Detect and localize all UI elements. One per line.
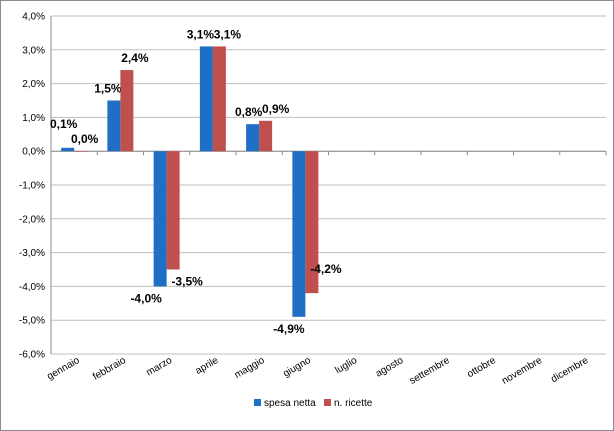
x-tick-label: ottobre	[465, 355, 498, 380]
y-tick-label: -2,0%	[19, 214, 45, 225]
y-tick-label: 0,0%	[22, 147, 45, 158]
bar-n-ricette	[74, 151, 88, 152]
y-tick-label: 4,0%	[22, 12, 45, 23]
data-label: -4,2%	[310, 262, 342, 276]
y-tick-label: 3,0%	[22, 45, 45, 56]
data-label: 2,4%	[121, 51, 149, 65]
x-tick-label: marzo	[145, 355, 175, 379]
x-tick-label: agosto	[374, 355, 406, 380]
data-label: 0,9%	[262, 102, 290, 116]
y-tick-label: -4,0%	[19, 282, 45, 293]
y-tick-label: -6,0%	[19, 350, 45, 361]
data-label: -4,9%	[273, 322, 305, 336]
data-label: -4,0%	[130, 291, 162, 305]
bar-spesa-netta	[199, 46, 213, 152]
data-label: 3,1%	[214, 27, 242, 41]
x-tick-label: dicembre	[549, 355, 590, 385]
y-tick-label: -3,0%	[19, 248, 45, 259]
x-tick-label: febbraio	[91, 355, 128, 383]
data-label: 0,1%	[50, 117, 78, 131]
bar-spesa-netta	[61, 147, 75, 152]
legend-label: spesa netta	[264, 398, 316, 409]
y-tick-label: 1,0%	[22, 113, 45, 124]
x-tick-label: novembre	[500, 355, 544, 387]
data-label: 3,1%	[187, 27, 215, 41]
legend-swatch	[254, 399, 261, 406]
bar-spesa-netta	[153, 151, 167, 287]
bar-spesa-netta	[107, 100, 121, 152]
data-label: -3,5%	[171, 275, 203, 289]
x-tick-label: aprile	[194, 355, 221, 377]
legend-label: n. ricette	[334, 398, 373, 409]
y-tick-label: -5,0%	[19, 316, 45, 327]
data-label: 0,0%	[71, 132, 99, 146]
bar-n-ricette	[259, 120, 273, 152]
y-tick-label: -1,0%	[19, 181, 45, 192]
bar-n-ricette	[212, 46, 226, 152]
x-tick-label: gennaio	[45, 355, 82, 383]
x-tick-label: maggio	[233, 355, 267, 381]
bar-n-ricette	[166, 151, 180, 270]
x-tick-label: giugno	[281, 355, 313, 380]
data-label: 1,5%	[94, 82, 122, 96]
bar-n-ricette	[305, 151, 319, 294]
bar-n-ricette	[120, 70, 134, 152]
legend-swatch	[324, 399, 331, 406]
x-tick-label: settembre	[408, 355, 452, 387]
x-tick-label: luglio	[333, 355, 359, 376]
bar-spesa-netta	[292, 151, 306, 317]
data-label: 0,8%	[235, 105, 263, 119]
y-tick-label: 2,0%	[22, 79, 45, 90]
bar-spesa-netta	[246, 124, 260, 152]
